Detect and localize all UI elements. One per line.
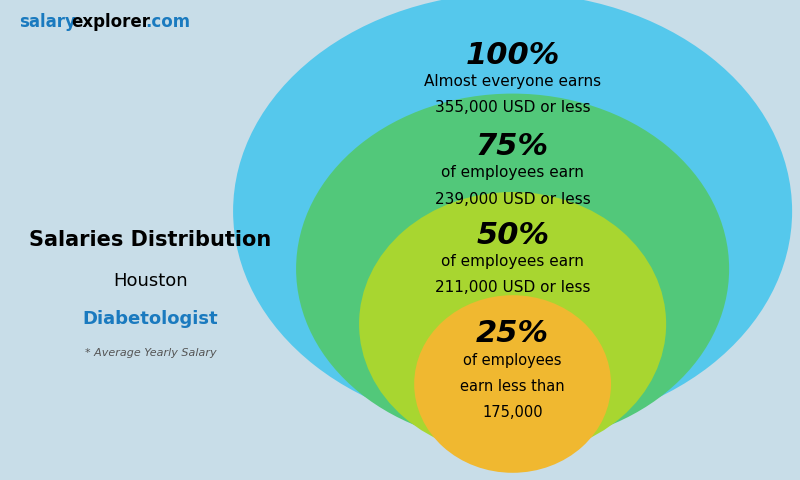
Text: 75%: 75% xyxy=(476,132,549,161)
Text: 25%: 25% xyxy=(476,319,549,348)
Ellipse shape xyxy=(233,0,792,430)
Text: explorer: explorer xyxy=(72,13,150,32)
Text: 211,000 USD or less: 211,000 USD or less xyxy=(435,280,590,296)
Text: Almost everyone earns: Almost everyone earns xyxy=(424,74,601,89)
Text: of employees earn: of employees earn xyxy=(441,254,584,269)
Text: * Average Yearly Salary: * Average Yearly Salary xyxy=(85,348,216,358)
Text: Houston: Houston xyxy=(113,272,188,290)
Ellipse shape xyxy=(296,94,729,444)
Text: Diabetologist: Diabetologist xyxy=(82,310,218,328)
Text: 355,000 USD or less: 355,000 USD or less xyxy=(434,100,590,116)
Text: of employees: of employees xyxy=(463,352,562,368)
Text: 239,000 USD or less: 239,000 USD or less xyxy=(434,192,590,207)
Text: Salaries Distribution: Salaries Distribution xyxy=(30,230,271,250)
Text: salary: salary xyxy=(19,13,76,32)
Ellipse shape xyxy=(414,295,611,473)
Text: 50%: 50% xyxy=(476,221,549,250)
Text: of employees earn: of employees earn xyxy=(441,165,584,180)
Text: 175,000: 175,000 xyxy=(482,405,543,420)
Ellipse shape xyxy=(359,192,666,456)
Text: earn less than: earn less than xyxy=(460,379,565,394)
Text: .com: .com xyxy=(145,13,190,32)
Text: 100%: 100% xyxy=(466,41,560,70)
